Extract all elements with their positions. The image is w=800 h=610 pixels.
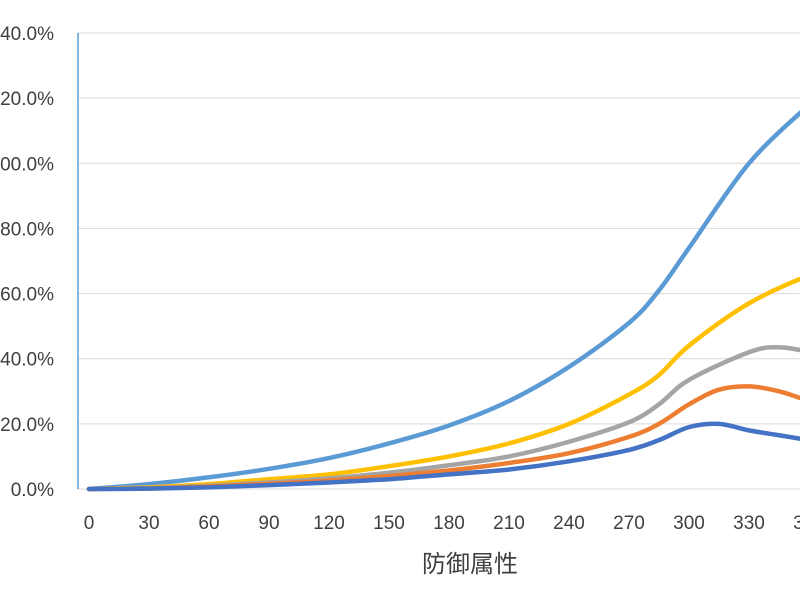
- series-line-2: [86, 276, 800, 492]
- y-tick-label: 140.0%: [0, 24, 54, 45]
- y-tick-label: 100.0%: [0, 154, 54, 175]
- x-axis-label: 防御属性: [422, 551, 518, 578]
- x-tick-label: 270: [613, 513, 645, 534]
- x-tick-label: 60: [198, 513, 219, 534]
- y-tick-label: 0.0%: [11, 480, 54, 501]
- gridlines: [78, 32, 800, 490]
- x-tick-label: 210: [493, 513, 525, 534]
- series-line-5: [86, 421, 800, 492]
- series-lines: [86, 110, 800, 492]
- series-line-1: [86, 110, 800, 492]
- series-line-3: [86, 345, 800, 492]
- y-tick-label: 40.0%: [0, 350, 54, 371]
- y-tick-label: 20.0%: [0, 415, 54, 436]
- x-tick-label: 30: [138, 513, 159, 534]
- x-tick-label: 360: [793, 513, 800, 534]
- x-tick-label: 90: [258, 513, 279, 534]
- x-tick-label: 180: [433, 513, 465, 534]
- x-tick-labels: 0 30 60 90 120 150 180 210 240 270 300 330 360: [84, 513, 800, 534]
- x-tick-label: 0: [84, 513, 95, 534]
- x-tick-label: 240: [553, 513, 585, 534]
- x-tick-label: 120: [313, 513, 345, 534]
- x-tick-label: 150: [373, 513, 405, 534]
- y-tick-label: 80.0%: [0, 219, 54, 240]
- x-tick-label: 300: [673, 513, 705, 534]
- y-tick-label: 120.0%: [0, 89, 54, 110]
- y-tick-labels: 0.0% 20.0% 40.0% 60.0% 80.0% 100.0% 120.0% 140.…: [0, 24, 54, 501]
- y-tick-label: 60.0%: [0, 285, 54, 306]
- x-tick-label: 330: [733, 513, 765, 534]
